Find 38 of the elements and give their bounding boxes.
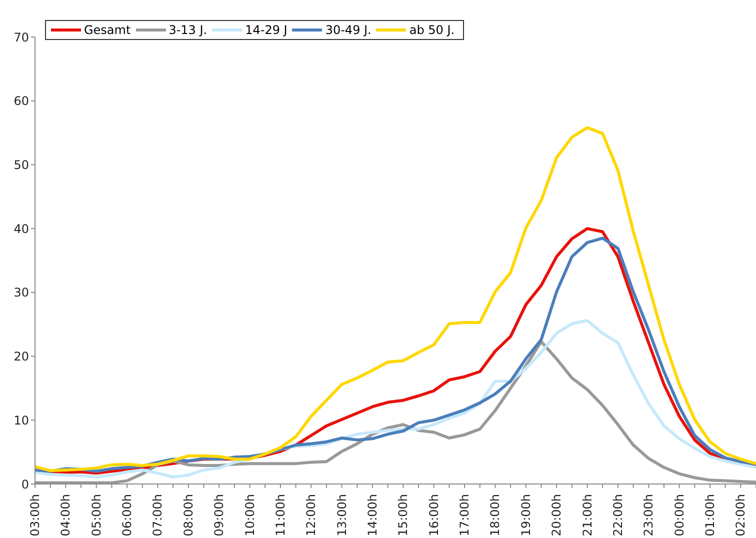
x-tick-label: 22:00h: [610, 494, 625, 536]
legend-label: 30-49 J.: [325, 23, 372, 37]
x-tick-label: 15:00h: [396, 494, 410, 536]
x-tick-label: 05:00h: [89, 494, 104, 536]
x-tick-label: 18:00h: [488, 494, 502, 536]
y-tick-label: 40: [14, 222, 29, 236]
y-tick-label: 50: [14, 158, 29, 172]
y-tick-label: 20: [14, 350, 29, 364]
y-tick-label: 10: [14, 413, 29, 428]
x-tick-label: 17:00h: [458, 494, 472, 536]
x-tick-label: 08:00h: [181, 494, 196, 536]
x-tick-label: 01:00h: [702, 494, 717, 536]
legend-label: ab 50 J.: [409, 23, 455, 37]
x-tick-label: 14:00h: [365, 494, 380, 536]
y-tick-label: 0: [21, 477, 29, 492]
y-tick-label: 30: [14, 286, 29, 300]
x-tick-label: 21:00h: [580, 494, 594, 536]
x-tick-label: 23:00h: [642, 494, 656, 536]
x-tick-label: 12:00h: [304, 494, 318, 536]
x-tick-label: 03:00h: [28, 494, 42, 536]
x-tick-label: 20:00h: [550, 494, 564, 536]
y-tick-label: 70: [14, 30, 29, 44]
x-tick-label: 13:00h: [334, 494, 349, 536]
y-tick-label: 60: [14, 94, 29, 108]
x-tick-label: 04:00h: [58, 494, 73, 536]
x-tick-label: 09:00h: [212, 494, 226, 536]
legend-label: 3-13 J.: [168, 23, 208, 37]
x-tick-label: 11:00h: [273, 494, 288, 536]
x-tick-label: 10:00h: [242, 494, 257, 536]
line-series: [35, 126, 756, 472]
x-tick-label: 02:00h: [734, 494, 748, 536]
x-tick-label: 00:00h: [672, 494, 686, 536]
x-tick-label: 19:00h: [518, 494, 533, 536]
x-tick-label: 16:00h: [426, 494, 441, 536]
legend-label: Gesamt: [84, 23, 131, 37]
x-tick-label: 07:00h: [150, 494, 165, 536]
x-tick-label: 06:00h: [120, 494, 134, 536]
legend-label: 14-29 J: [245, 23, 288, 37]
